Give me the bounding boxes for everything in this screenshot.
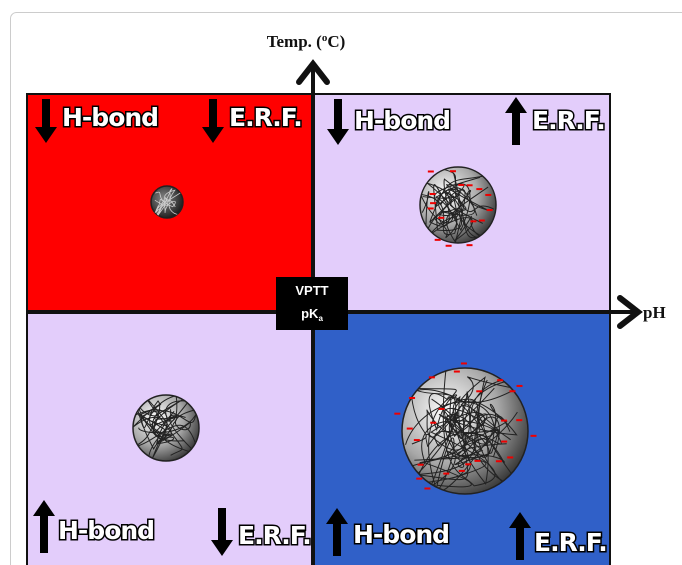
chain: [421, 176, 481, 232]
quadrant-border: [26, 93, 611, 565]
sphere: [401, 367, 529, 495]
erf-label: E.R.F.: [229, 103, 302, 132]
x-axis-label: pH: [643, 303, 666, 322]
chain: [155, 189, 181, 215]
erf-label: E.R.F.: [534, 528, 607, 557]
hbond-label: H-bond: [58, 516, 154, 545]
polymer-chains: [153, 188, 182, 218]
polymer-chains: [420, 167, 495, 243]
hbond-label: H-bond: [354, 106, 450, 135]
center-pka: pKa: [301, 306, 323, 323]
erf-label: E.R.F.: [238, 521, 311, 550]
center-box: [276, 277, 348, 330]
chain: [138, 410, 198, 455]
up-arrow: [509, 512, 531, 560]
x-axis-arrow: [617, 295, 643, 329]
y-axis-label: Temp. (oC): [267, 32, 346, 51]
chain: [415, 379, 527, 494]
polymer-chains: [133, 395, 198, 458]
chain: [149, 400, 195, 444]
chain: [425, 370, 496, 490]
chain: [422, 188, 495, 243]
up-arrow: [505, 97, 527, 145]
hbond-label: H-bond: [353, 520, 449, 549]
chain: [426, 174, 489, 240]
chain: [153, 188, 173, 215]
up-arrow: [326, 508, 348, 556]
chain: [421, 167, 458, 239]
down-arrow: [211, 508, 233, 556]
y-axis-arrow: [296, 59, 330, 85]
chain: [426, 391, 507, 456]
hbond-label: H-bond: [62, 103, 158, 132]
down-arrow: [327, 99, 349, 145]
chain: [431, 376, 525, 447]
up-arrow: [33, 500, 55, 553]
down-arrow: [202, 99, 224, 143]
down-arrow: [35, 99, 57, 143]
erf-label: E.R.F.: [532, 106, 605, 135]
center-vptt: VPTT: [295, 283, 328, 298]
chain: [429, 178, 484, 227]
frame: [10, 12, 682, 565]
